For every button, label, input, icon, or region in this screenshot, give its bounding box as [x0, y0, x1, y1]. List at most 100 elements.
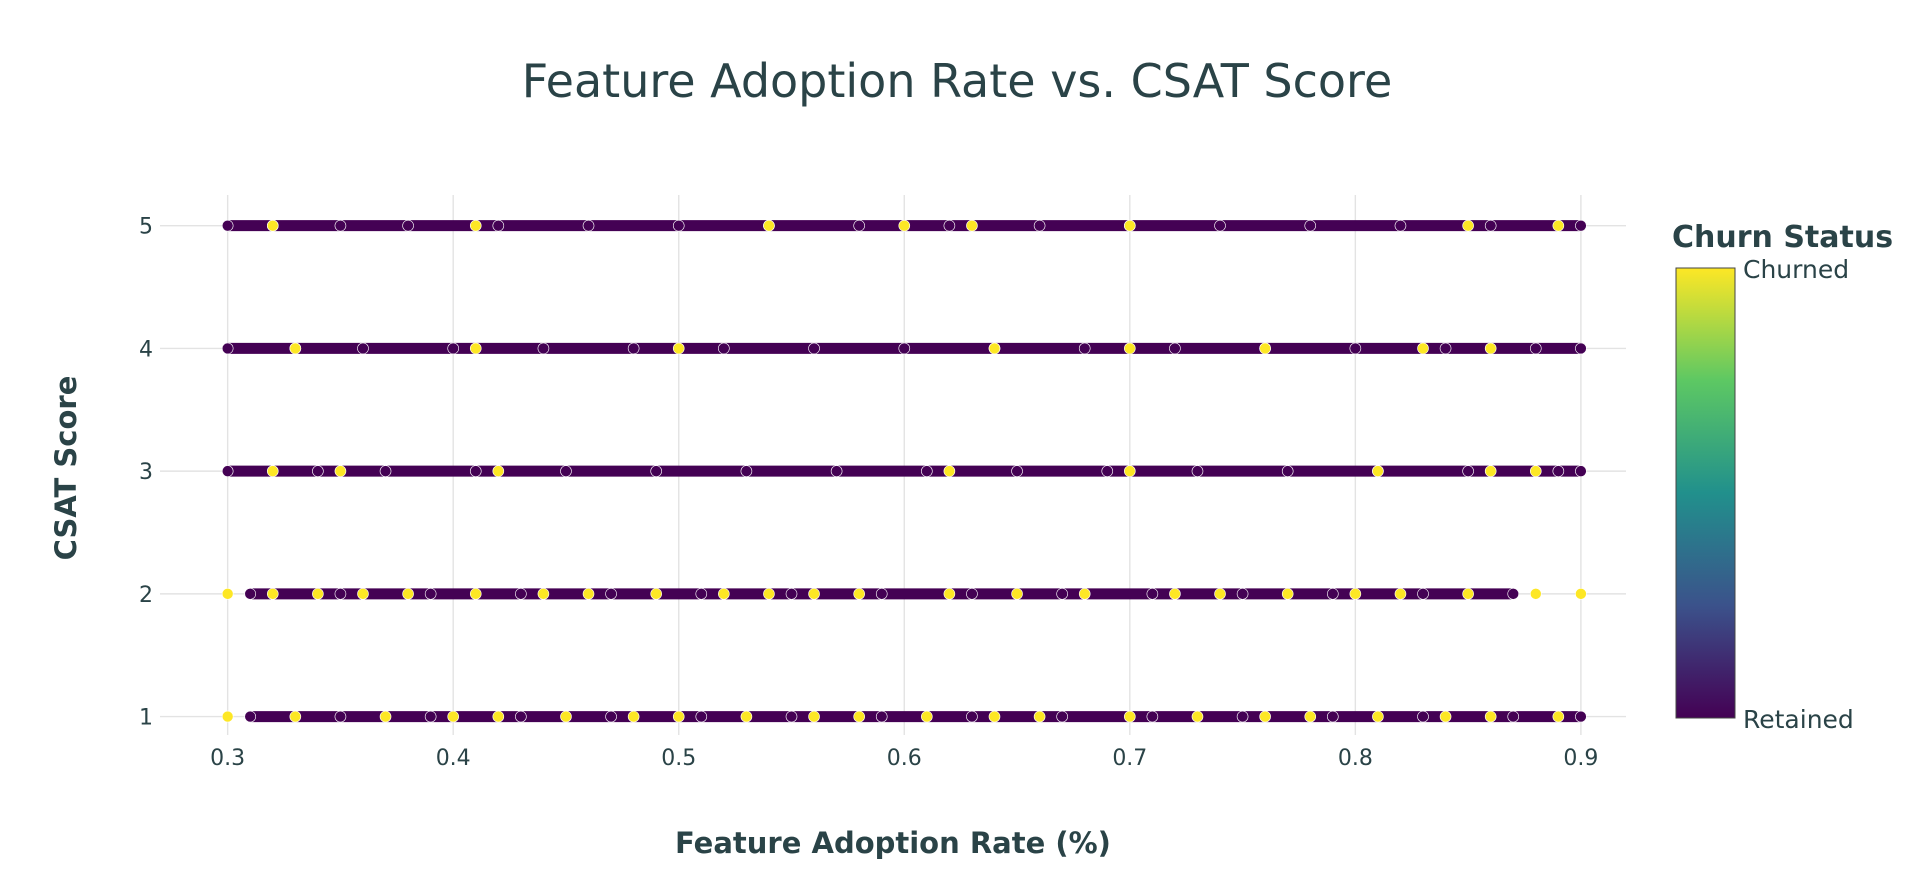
retained-point — [1101, 465, 1114, 477]
retained-point — [515, 588, 527, 600]
retained-point — [1236, 710, 1249, 723]
retained-point — [785, 588, 798, 600]
churned-point — [672, 342, 685, 355]
y-tick-label: 1 — [139, 706, 153, 731]
churned-point — [334, 465, 347, 477]
churned-point — [1033, 710, 1046, 723]
churned-point — [740, 710, 753, 723]
retained-point — [672, 219, 685, 232]
x-tick-label: 0.6 — [887, 746, 922, 771]
y-axis-title: CSAT Score — [49, 376, 83, 561]
churned-point — [469, 219, 482, 232]
retained-point — [1349, 342, 1362, 355]
colorbar-gradient — [1675, 267, 1736, 719]
churned-point — [1169, 588, 1181, 600]
churned-point — [1349, 588, 1362, 600]
retained-point — [1327, 710, 1339, 723]
retained-point — [1417, 588, 1429, 600]
retained-point — [718, 342, 730, 355]
churned-point — [312, 588, 324, 600]
x-tick-label: 0.9 — [1563, 746, 1598, 771]
churned-point — [402, 588, 414, 600]
churned-point — [943, 588, 956, 600]
retained-point — [447, 342, 460, 355]
retained-point — [334, 710, 347, 723]
retained-point — [1304, 219, 1317, 232]
retained-point — [808, 342, 820, 355]
data-points — [221, 219, 1587, 723]
retained-point — [921, 465, 933, 477]
retained-point — [1033, 219, 1046, 232]
churned-point — [1259, 342, 1271, 355]
retained-point — [1529, 342, 1542, 355]
churned-point — [1304, 710, 1317, 723]
churned-point — [1281, 588, 1294, 600]
churned-point — [469, 342, 482, 355]
retained-point — [1575, 710, 1587, 723]
retained-point — [605, 588, 617, 600]
retained-point — [605, 710, 617, 723]
colorbar-bottom-label: Retained — [1743, 705, 1854, 734]
grid-lines — [160, 195, 1626, 735]
retained-point — [1169, 342, 1181, 355]
retained-point — [1078, 342, 1091, 355]
churned-point — [1529, 465, 1542, 477]
retained-point — [469, 465, 482, 477]
retained-point — [1439, 342, 1452, 355]
retained-point — [1327, 588, 1339, 600]
y-axis-ticks: 1 2 3 4 5 — [139, 215, 153, 731]
churned-point — [469, 588, 482, 600]
churned-point — [1462, 588, 1474, 600]
retained-point — [875, 710, 888, 723]
churned-point — [289, 710, 302, 723]
churned-point — [1417, 342, 1429, 355]
retained-point — [830, 465, 843, 477]
retained-point — [740, 465, 753, 477]
retained-point — [379, 465, 392, 477]
churned-point — [492, 710, 505, 723]
churned-point — [1484, 710, 1497, 723]
retained-point — [966, 710, 978, 723]
churned-point — [1372, 710, 1384, 723]
retained-point — [1011, 465, 1023, 477]
retained-point — [357, 342, 369, 355]
retained-point — [650, 465, 662, 477]
retained-point — [1281, 465, 1294, 477]
churned-point — [853, 710, 865, 723]
retained-point — [492, 219, 505, 232]
retained-point — [244, 588, 257, 600]
churned-point — [1078, 588, 1091, 600]
x-tick-label: 0.3 — [210, 746, 245, 771]
churned-point — [492, 465, 505, 477]
churned-point — [1484, 465, 1497, 477]
churned-point — [1191, 710, 1204, 723]
retained-point — [1575, 219, 1587, 232]
retained-point — [695, 710, 708, 723]
churned-point — [537, 588, 550, 600]
y-tick-label: 5 — [139, 215, 153, 240]
churned-point — [221, 588, 234, 600]
retained-point — [515, 710, 527, 723]
churned-point — [1439, 710, 1452, 723]
churned-point — [718, 588, 730, 600]
churned-point — [1011, 588, 1023, 600]
churned-point — [1484, 342, 1497, 355]
retained-point — [1056, 588, 1068, 600]
retained-point — [785, 710, 798, 723]
churned-point — [1462, 219, 1474, 232]
retained-point — [1236, 588, 1249, 600]
churned-point — [808, 710, 820, 723]
chart-title: Feature Adoption Rate vs. CSAT Score — [522, 54, 1393, 108]
colorbar-title: Churn Status — [1672, 220, 1893, 255]
y-tick-label: 2 — [139, 583, 153, 608]
x-tick-label: 0.8 — [1338, 746, 1373, 771]
churned-point — [221, 710, 234, 723]
retained-point — [244, 710, 257, 723]
retained-point — [1417, 710, 1429, 723]
x-axis-ticks: 0.3 0.4 0.5 0.6 0.7 0.8 0.9 — [210, 746, 1598, 771]
retained-point — [1484, 219, 1497, 232]
retained-point — [424, 588, 437, 600]
retained-point — [221, 219, 234, 232]
